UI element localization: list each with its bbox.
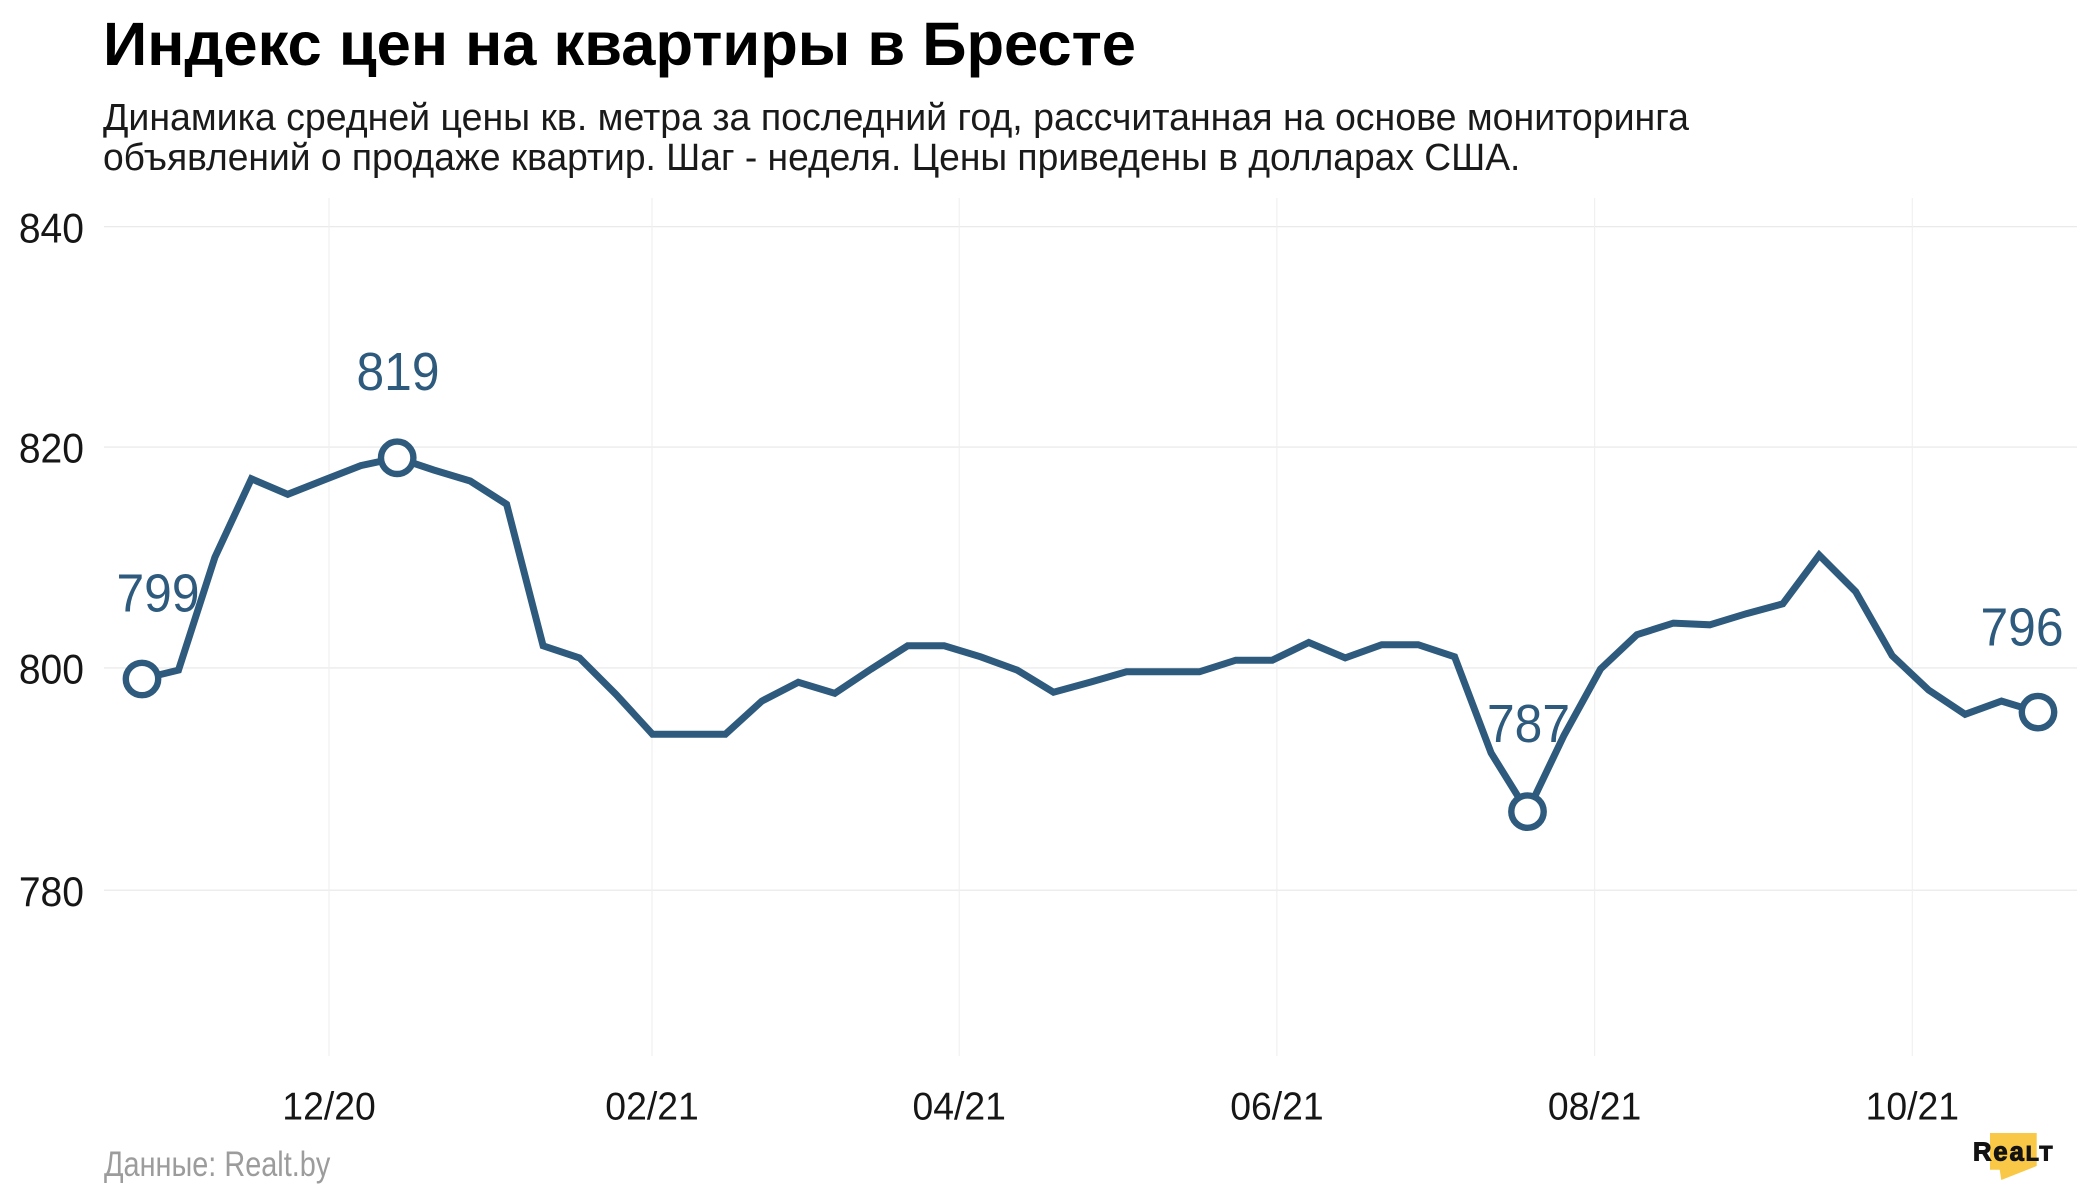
svg-text:Динамика средней цены кв. метр: Динамика средней цены кв. метра за после…	[103, 97, 1690, 139]
svg-text:объявлений о продаже квартир.: объявлений о продаже квартир. Шаг - неде…	[103, 136, 1520, 178]
svg-text:800: 800	[19, 645, 84, 693]
svg-text:820: 820	[19, 424, 84, 472]
svg-text:ReaLT: ReaLT	[1973, 1139, 2054, 1167]
svg-text:04/21: 04/21	[912, 1086, 1005, 1129]
svg-text:819: 819	[356, 341, 439, 401]
svg-text:02/21: 02/21	[605, 1086, 698, 1129]
svg-text:787: 787	[1487, 693, 1570, 753]
svg-text:840: 840	[19, 204, 84, 252]
svg-text:799: 799	[116, 563, 199, 623]
svg-text:796: 796	[1980, 597, 2063, 657]
svg-text:Индекс цен на квартиры в Брест: Индекс цен на квартиры в Бресте	[103, 10, 1136, 79]
svg-text:06/21: 06/21	[1230, 1086, 1323, 1129]
svg-text:10/21: 10/21	[1866, 1086, 1959, 1129]
svg-text:780: 780	[19, 867, 84, 915]
svg-text:12/20: 12/20	[282, 1086, 375, 1129]
svg-text:Данные: Realt.by: Данные: Realt.by	[104, 1144, 330, 1183]
svg-text:08/21: 08/21	[1548, 1086, 1641, 1129]
